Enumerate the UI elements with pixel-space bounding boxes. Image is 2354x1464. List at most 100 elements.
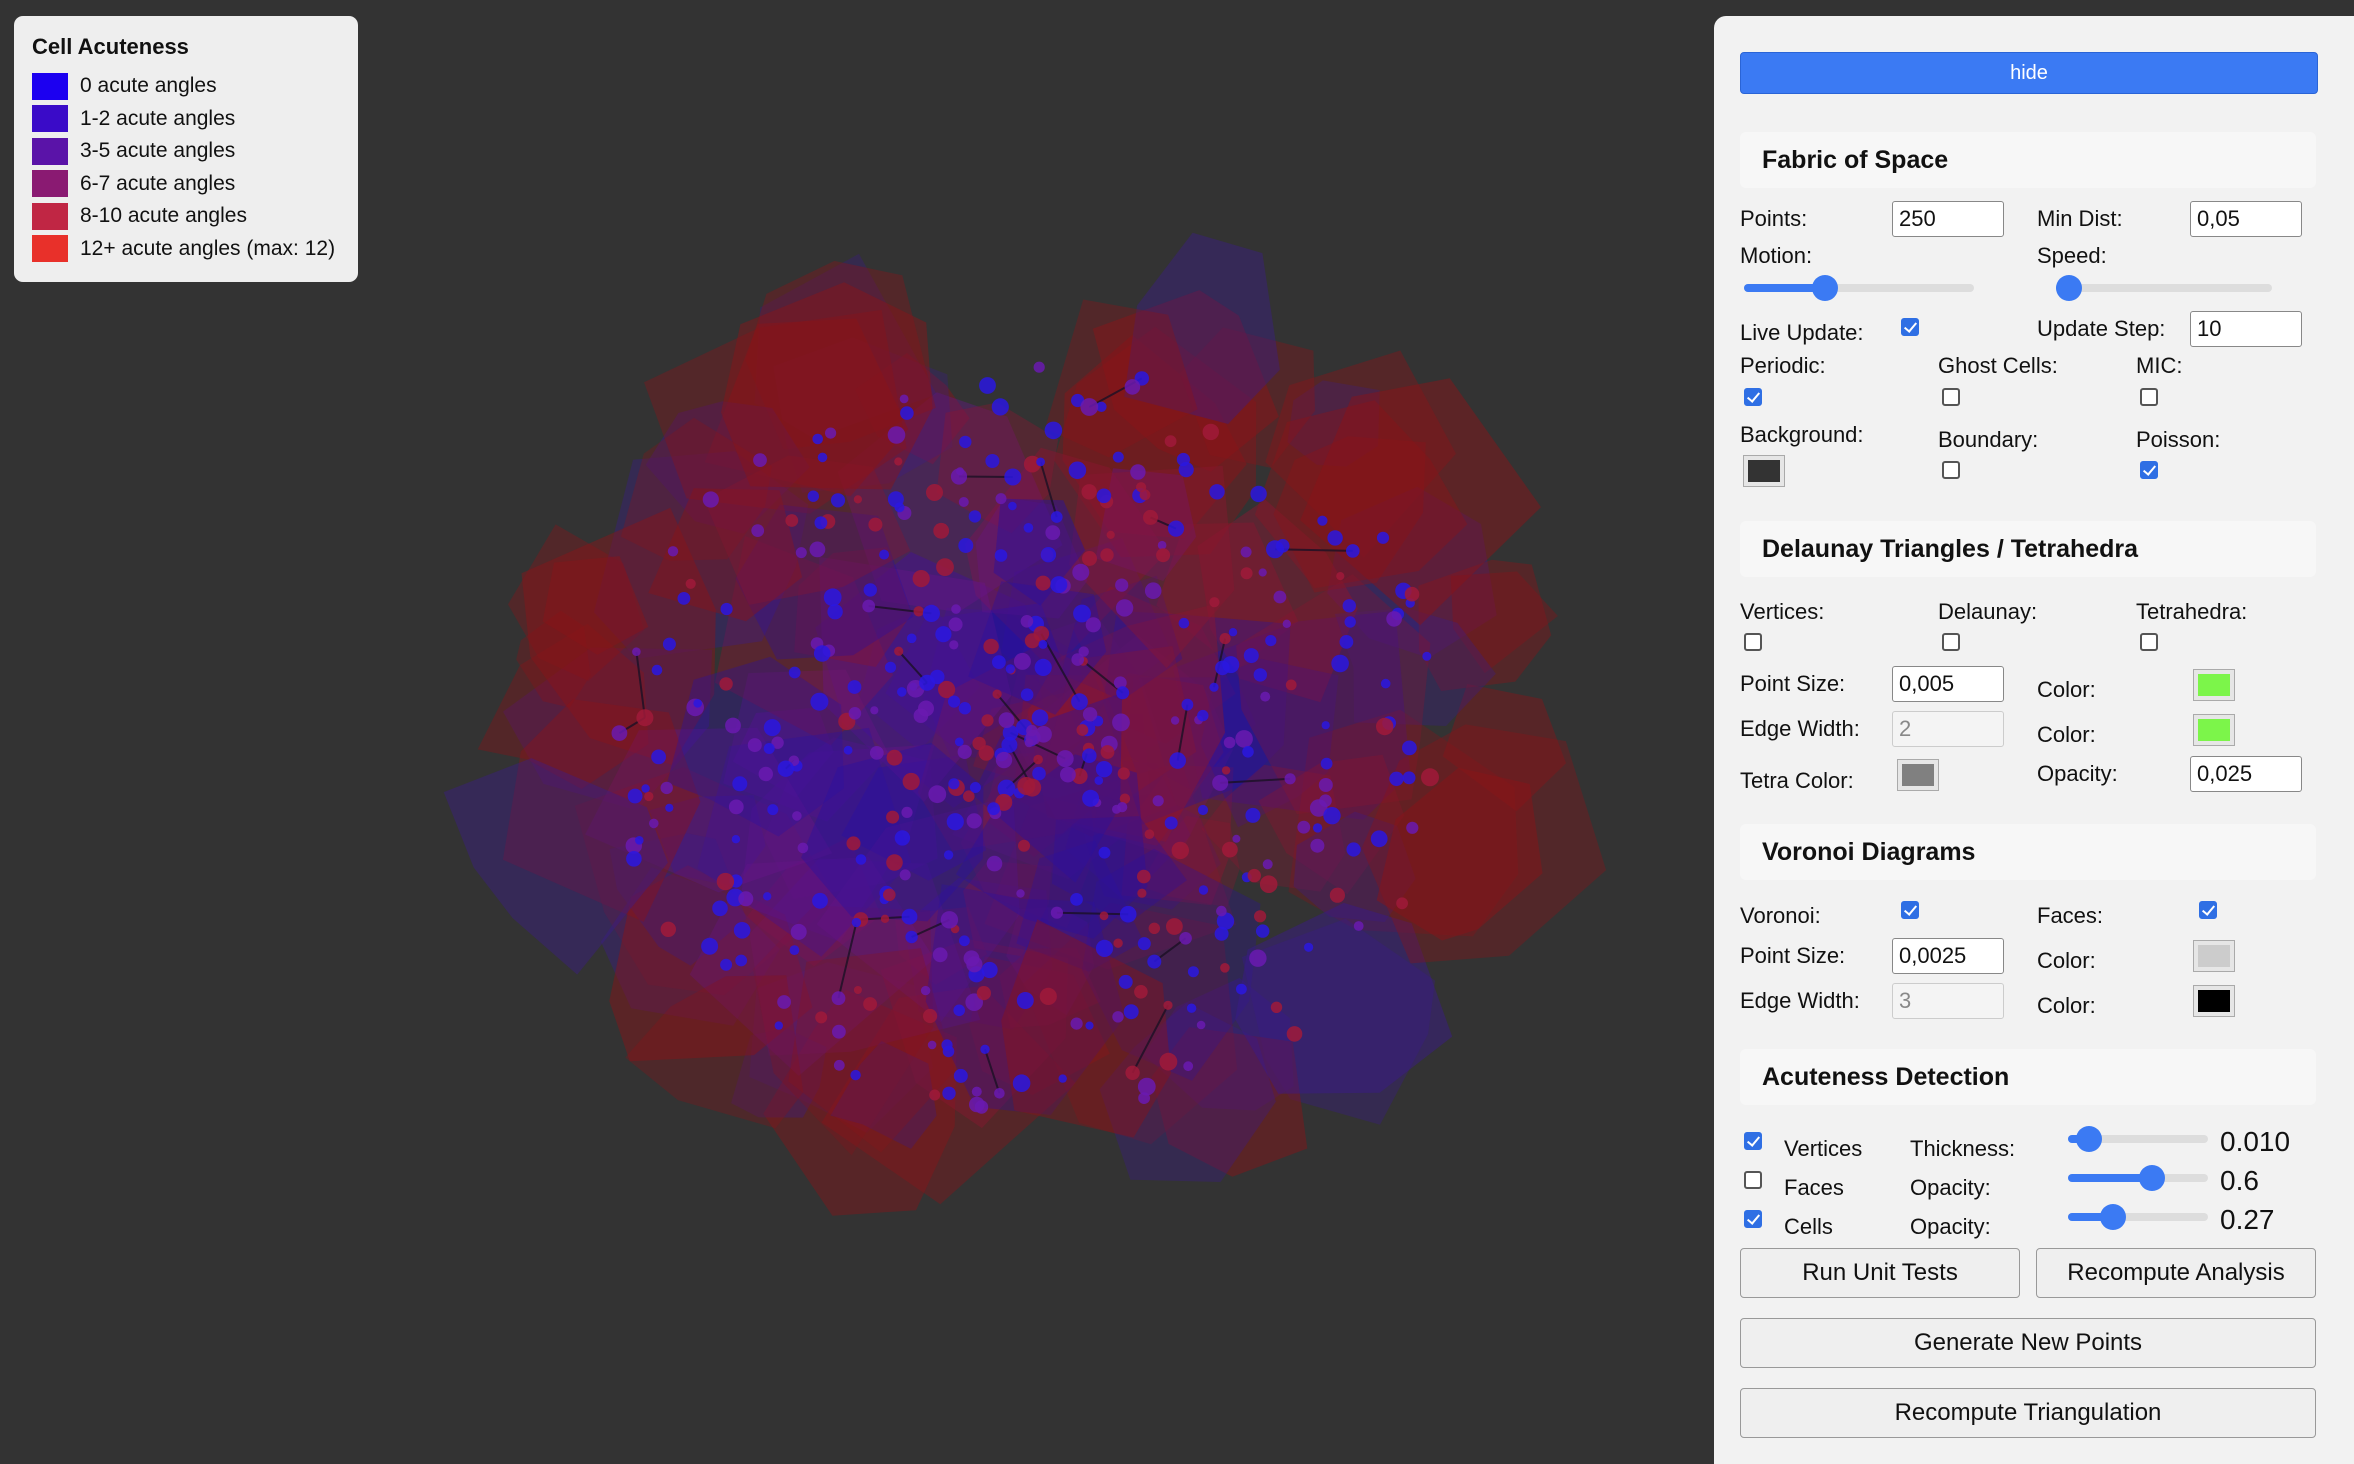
acute-vertex-marker — [1137, 937, 1151, 951]
mic-checkbox[interactable] — [2140, 388, 2158, 406]
tetra-opacity-input[interactable]: 0,025 — [2190, 756, 2302, 792]
acute-faces-checkbox[interactable] — [1744, 1171, 1762, 1189]
voronoi-cell — [830, 1041, 937, 1149]
recompute-triangulation-button[interactable]: Recompute Triangulation — [1740, 1388, 2316, 1438]
tetra-color-picker[interactable] — [1897, 759, 1939, 791]
voronoi-cell — [1450, 571, 1558, 674]
motion-slider[interactable] — [1744, 274, 1974, 302]
acute-vertex-marker — [771, 736, 784, 749]
acute-vertex-marker — [901, 908, 918, 925]
acute-vertex-marker — [1112, 1011, 1124, 1023]
delaunay-point-size-label: Point Size: — [1740, 671, 1846, 696]
acute-vertex-marker — [948, 695, 961, 708]
run-unit-tests-button[interactable]: Run Unit Tests — [1740, 1248, 2020, 1298]
speed-slider[interactable] — [2056, 274, 2272, 302]
acute-vertex-marker — [905, 930, 918, 944]
acute-vertex-marker — [966, 956, 983, 973]
acute-vertex-marker — [997, 779, 1016, 798]
background-label: Background: — [1740, 422, 1864, 447]
acute-vertex-marker — [1112, 451, 1124, 463]
acute-vertex-marker — [1164, 816, 1178, 830]
delaunay-edge-width-input[interactable]: 2 — [1892, 711, 2004, 747]
periodic-checkbox[interactable] — [1744, 388, 1762, 406]
voronoi-cell — [649, 795, 766, 888]
acute-vertex-marker — [1082, 748, 1097, 763]
faces-opacity-slider[interactable] — [2068, 1164, 2208, 1192]
delaunay-point-color-picker[interactable] — [2193, 669, 2235, 701]
voronoi-cell — [1200, 658, 1339, 828]
live-update-checkbox[interactable] — [1901, 318, 1919, 336]
acute-vertex-marker — [843, 745, 853, 755]
delaunay-edge-color-picker[interactable] — [2193, 714, 2235, 746]
acute-vertex-marker — [1342, 599, 1357, 613]
acute-vertex-marker — [900, 406, 914, 420]
tetrahedra-checkbox[interactable] — [2140, 633, 2158, 651]
acute-vertex-marker — [1076, 724, 1089, 736]
acute-vertex-marker — [1144, 829, 1155, 839]
cells-opacity-slider[interactable] — [2068, 1203, 2208, 1231]
thickness-slider[interactable] — [2068, 1125, 2208, 1153]
voronoi-cell — [1236, 574, 1431, 815]
legend-swatch — [32, 202, 68, 230]
voronoi-cell — [715, 536, 894, 746]
acute-vertex-marker — [851, 917, 862, 928]
acute-vertex-marker — [1187, 966, 1199, 978]
acute-vertex-marker — [833, 1059, 845, 1071]
boundary-checkbox[interactable] — [1942, 461, 1960, 479]
acute-vertices-checkbox[interactable] — [1744, 1132, 1762, 1150]
acute-vertex-marker — [913, 606, 924, 617]
acute-vertex-marker — [1098, 846, 1111, 859]
delaunay-vertices-checkbox[interactable] — [1744, 633, 1762, 651]
poisson-checkbox[interactable] — [2140, 461, 2158, 479]
voronoi-checkbox[interactable] — [1901, 901, 1919, 919]
recompute-analysis-button[interactable]: Recompute Analysis — [2036, 1248, 2316, 1298]
acute-cells-label: Cells — [1784, 1214, 1833, 1239]
voronoi-cell — [502, 699, 701, 922]
delaunay-point-size-input[interactable]: 0,005 — [1892, 666, 2004, 702]
voronoi-cell — [969, 956, 1110, 1095]
acute-vertex-marker — [1209, 484, 1225, 500]
voronoi-cell — [1156, 522, 1299, 670]
voronoi-edge-width-input[interactable]: 3 — [1892, 983, 2004, 1019]
acute-vertex-marker — [1071, 393, 1085, 408]
acute-vertex-marker — [853, 986, 862, 994]
acute-vertex-marker — [651, 749, 666, 765]
voronoi-cell — [1288, 709, 1519, 937]
acute-cells-checkbox[interactable] — [1744, 1210, 1762, 1228]
acute-vertex-marker — [894, 830, 911, 846]
acuteness-legend: Cell Acuteness 0 acute angles 1-2 acute a… — [14, 16, 358, 282]
generate-new-points-button[interactable]: Generate New Points — [1740, 1318, 2316, 1368]
voronoi-point-size-input[interactable]: 0,0025 — [1892, 938, 2004, 974]
acute-vertex-marker — [1082, 551, 1097, 566]
voronoi-faces-checkbox[interactable] — [2199, 901, 2217, 919]
voronoi-cell — [732, 707, 834, 798]
hide-button[interactable]: hide — [1740, 52, 2318, 94]
acute-vertex-marker — [1004, 468, 1022, 486]
acute-vertex-marker — [899, 394, 909, 404]
delaunay-checkbox[interactable] — [1942, 633, 1960, 651]
voronoi-edge — [635, 651, 646, 718]
background-color-picker[interactable] — [1743, 455, 1785, 487]
ghost-cells-checkbox[interactable] — [1942, 388, 1960, 406]
voronoi-edge-color-picker[interactable] — [2193, 985, 2235, 1017]
voronoi-cell — [1300, 378, 1541, 626]
voronoi-cell — [1045, 299, 1198, 458]
acute-vertex-marker — [1156, 548, 1171, 563]
acute-vertex-marker — [1117, 802, 1128, 813]
acute-vertex-marker — [963, 790, 975, 802]
acute-vertex-marker — [1159, 1052, 1178, 1071]
delaunay-color1-label: Color: — [2037, 677, 2096, 702]
acute-vertex-marker — [948, 778, 960, 790]
voronoi-cell — [993, 498, 1086, 606]
points-input[interactable]: 250 — [1892, 201, 2004, 237]
voronoi-edge — [1039, 461, 1058, 518]
acute-vertex-marker — [938, 680, 956, 699]
voronoi-point-color-picker[interactable] — [2193, 940, 2235, 972]
acute-vertex-marker — [732, 776, 748, 792]
min-dist-input[interactable]: 0,05 — [2190, 201, 2302, 237]
acute-vertex-marker — [716, 872, 735, 891]
update-step-input[interactable]: 10 — [2190, 311, 2302, 347]
acute-vertex-marker — [1396, 897, 1408, 910]
acute-vertex-marker — [886, 749, 903, 766]
